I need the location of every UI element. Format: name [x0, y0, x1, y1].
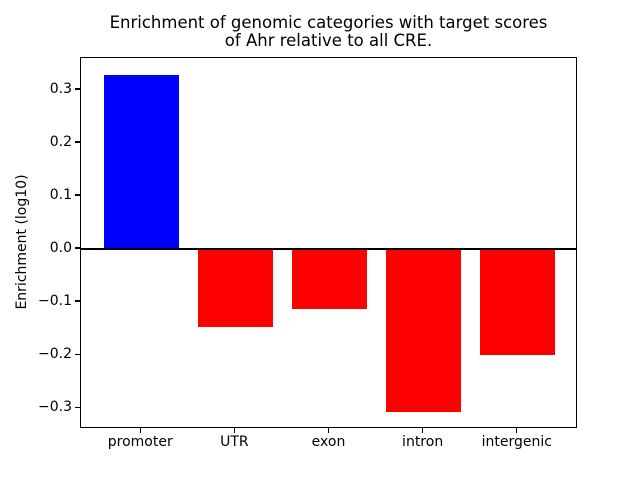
- y-tick-label: 0.2: [49, 133, 72, 150]
- x-tick-label-promoter: promoter: [107, 434, 173, 450]
- bar-exon: [291, 249, 368, 309]
- y-tick-mark: [75, 406, 80, 408]
- y-tick-mark: [75, 247, 80, 249]
- x-tick-mark: [516, 428, 518, 433]
- y-tick-label: 0.1: [49, 186, 72, 203]
- y-tick-mark: [75, 353, 80, 355]
- x-tick-label-exon: exon: [311, 434, 346, 450]
- y-tick-label: −0.2: [38, 346, 72, 363]
- x-tick-mark: [233, 428, 236, 433]
- y-tick-mark: [75, 194, 80, 196]
- zero-line: [81, 248, 576, 251]
- y-tick-mark: [75, 88, 80, 90]
- chart-title: Enrichment of genomic categories with ta…: [109, 13, 548, 50]
- x-tick-label-UTR: UTR: [220, 434, 249, 450]
- y-tick-label: 0.0: [49, 240, 72, 257]
- x-tick-mark: [327, 428, 330, 433]
- bar-intergenic: [480, 249, 556, 355]
- x-tick-mark: [139, 428, 141, 433]
- y-tick-label: −0.1: [38, 293, 72, 310]
- y-tick-label: −0.3: [38, 399, 72, 416]
- x-tick-label-intron: intron: [402, 434, 444, 450]
- y-tick-mark: [75, 300, 80, 302]
- x-tick-mark: [421, 428, 424, 433]
- y-tick-label: 0.3: [49, 80, 72, 97]
- bar-intron: [385, 249, 462, 412]
- x-tick-label-intergenic: intergenic: [481, 434, 552, 450]
- plot-area: [80, 57, 577, 428]
- y-tick-mark: [75, 141, 80, 143]
- bar-promoter: [103, 74, 179, 250]
- bar-UTR: [197, 249, 274, 327]
